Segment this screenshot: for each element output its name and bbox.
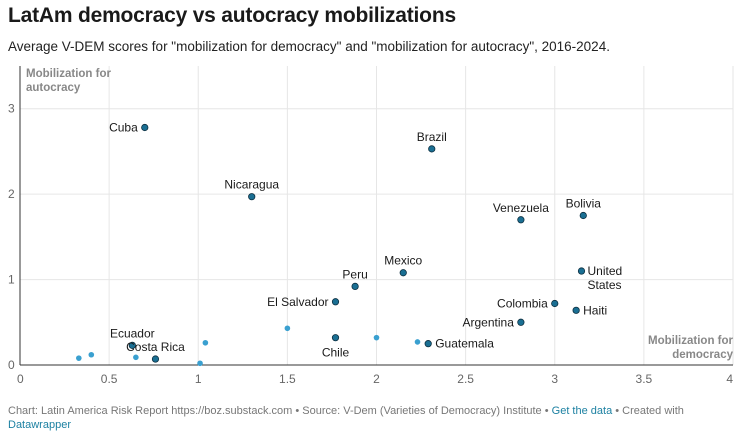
point-label: Ecuador xyxy=(110,326,155,340)
data-point xyxy=(517,216,525,224)
chart-subtitle: Average V-DEM scores for "mobilization f… xyxy=(8,39,610,54)
point-label: Colombia xyxy=(497,296,548,310)
x-tick-label: 1.5 xyxy=(279,372,296,386)
y-tick-label: 3 xyxy=(8,102,15,116)
y-tick-label: 2 xyxy=(8,187,15,201)
data-point xyxy=(351,282,359,291)
data-point xyxy=(76,355,82,361)
point-label: El Salvador xyxy=(267,295,328,309)
point-label: Nicaragua xyxy=(224,178,279,192)
data-point xyxy=(128,341,136,349)
point-label: Peru xyxy=(342,267,367,281)
point-label: Costa Rica xyxy=(126,340,185,354)
x-tick-label: 2 xyxy=(373,372,380,386)
data-point xyxy=(428,145,436,153)
point-label-line2: States xyxy=(587,278,621,292)
scatter-chart: 0 0.5 1 1.5 2 2.5 3 3.5 4 0 1 2 3 Mobilization for aut… xyxy=(8,66,734,386)
point-label: Bolivia xyxy=(566,197,602,211)
point-label-line1: United xyxy=(587,264,622,278)
data-point xyxy=(248,193,256,201)
x-tick-label: 1 xyxy=(195,372,202,386)
footer-source-text: Chart: Latin America Risk Report https:/… xyxy=(8,405,552,417)
footer-created-with: • Created with xyxy=(612,405,684,417)
point-label: Cuba xyxy=(109,121,138,135)
data-point xyxy=(88,351,95,358)
data-point xyxy=(579,211,587,220)
get-the-data-link[interactable]: Get the data xyxy=(551,405,613,417)
chart-title: LatAm democracy vs autocracy mobilizatio… xyxy=(8,4,456,27)
datawrapper-link[interactable]: Datawrapper xyxy=(8,419,71,431)
data-point xyxy=(399,269,407,277)
x-tick-label: 0 xyxy=(17,372,24,386)
data-point xyxy=(151,355,160,363)
y-axis-title-line2: autocracy xyxy=(26,82,81,94)
point-label: Argentina xyxy=(463,315,515,329)
data-point xyxy=(141,123,149,132)
data-point xyxy=(331,298,340,306)
data-point xyxy=(551,299,559,308)
x-tick-label: 4 xyxy=(726,372,733,386)
data-point xyxy=(572,306,580,314)
x-tick-label: 0.5 xyxy=(101,372,118,386)
data-point xyxy=(424,340,432,348)
x-axis-title-line2: democracy xyxy=(672,349,733,361)
point-label: Haiti xyxy=(583,303,607,317)
data-point xyxy=(577,267,586,275)
data-point xyxy=(197,360,203,367)
x-axis-title-line1: Mobilization for xyxy=(648,335,733,347)
data-point xyxy=(373,334,380,341)
data-point xyxy=(331,334,340,342)
point-label: Guatemala xyxy=(435,337,494,351)
data-point xyxy=(414,339,421,345)
x-tick-label: 3.5 xyxy=(636,372,653,386)
data-point xyxy=(284,325,291,332)
point-label: Brazil xyxy=(417,130,447,144)
data-point xyxy=(517,318,525,326)
point-label: Chile xyxy=(322,346,350,360)
x-tick-label: 3 xyxy=(551,372,558,386)
y-tick-label: 0 xyxy=(8,358,15,372)
data-point xyxy=(133,354,139,361)
point-label: Venezuela xyxy=(493,201,549,215)
y-tick-label: 1 xyxy=(8,273,15,287)
x-tick-label: 2.5 xyxy=(457,372,474,386)
point-label: Mexico xyxy=(384,254,422,268)
data-point xyxy=(202,339,209,346)
chart-footer: Chart: Latin America Risk Report https:/… xyxy=(8,404,728,432)
y-axis-title-line1: Mobilization for xyxy=(26,68,111,80)
